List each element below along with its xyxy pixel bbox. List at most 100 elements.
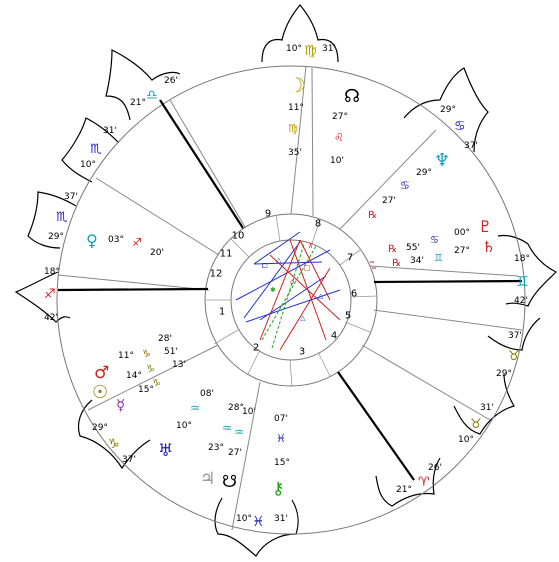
jupiter-deg: 23° <box>208 443 224 453</box>
cusp-5-sign: ♈ <box>418 475 430 490</box>
svg-text:△: △ <box>276 256 282 264</box>
cusp-1-sign: ♏ <box>56 210 68 225</box>
aspect-markers: ⧠ △ ☌ □ △ △ ✱ ⊼ <box>262 242 324 322</box>
sun-min: 51' <box>164 347 178 357</box>
cusp-12-deg: 10° <box>80 160 96 170</box>
petal-c9 <box>403 67 489 153</box>
saturn-retro-2: ℞ <box>392 258 401 269</box>
sun-icon: ☉ <box>92 382 108 403</box>
cusp-8-sign: ♊ <box>516 274 529 290</box>
house-ring-ticks <box>370 261 376 269</box>
angle-lines <box>57 99 523 481</box>
cusp-1-min: 37' <box>64 192 78 202</box>
chiron-deg: 07' <box>274 414 288 424</box>
cusp-5-deg: 21° <box>396 485 412 495</box>
aq-min: 10' <box>242 407 256 417</box>
petal-c1 <box>27 191 77 249</box>
aq-sign-1: ♒ <box>190 402 200 415</box>
house-7: 7 <box>347 253 353 264</box>
pluto-min: 27° <box>454 246 470 256</box>
neptune-retro: ℞ <box>368 210 377 221</box>
cusp-6-min: 31' <box>480 403 494 413</box>
inner-spokes <box>205 214 378 387</box>
saturn-min: 34' <box>410 256 424 266</box>
pisc-sign: ♓ <box>276 432 286 445</box>
cusp-10-min: 31' <box>322 44 336 54</box>
cusp-12-sign: ♏ <box>90 142 102 157</box>
north-node-icon: ☊ <box>344 86 360 107</box>
svg-text:△: △ <box>318 292 324 300</box>
planets: ☽ 11° ♍ 35' ☊ 27° ♌ 10' ♆ 29° ♋ 27' ℞ ♇ … <box>86 73 495 499</box>
cusp-4-min: 31' <box>274 514 288 524</box>
house-5: 5 <box>345 311 351 322</box>
cap-sign-2: ♑ <box>146 364 155 375</box>
house-6: 6 <box>351 289 357 300</box>
aq-deg: 28° <box>228 403 244 413</box>
inner-ring <box>230 239 352 361</box>
aq-sign-2: ♒ <box>222 422 232 435</box>
pluto-sign: ♋ <box>430 235 439 246</box>
cusp-2-deg: 18° <box>44 267 60 277</box>
petal-c10 <box>261 4 339 63</box>
house-11: 11 <box>220 249 233 260</box>
jupiter-icon: ♃ <box>200 469 215 489</box>
petal-c11 <box>105 49 181 121</box>
moon-sign: ♍ <box>288 122 298 135</box>
house-8: 8 <box>315 219 321 230</box>
petal-c5 <box>375 457 441 507</box>
mars-icon: ♂ <box>94 363 109 383</box>
mercury-min: 13' <box>172 360 186 370</box>
venus-sign: ♐ <box>132 236 142 249</box>
cusp-2-sign: ♐ <box>44 287 56 302</box>
cusp-labels: 10° ♍ 31' 26' 21° ♎ 31' ♏ 10° 37' ♏ 29° … <box>44 43 530 530</box>
petal-c4 <box>214 497 299 557</box>
cusp-7-sign: ♉ <box>508 349 520 364</box>
svg-text:□: □ <box>304 264 311 272</box>
north-node-sign: ♌ <box>334 131 344 144</box>
uranus-min: 08' <box>200 389 214 399</box>
cusp-12-min: 31' <box>103 126 117 136</box>
saturn-deg: 55' <box>406 243 420 253</box>
cusp-petals <box>14 4 558 557</box>
mercury-icon: ☿ <box>116 396 125 414</box>
chiron-icon: ⚷ <box>272 479 284 499</box>
petal-c2 <box>14 271 71 323</box>
cusp-8-min: 42' <box>514 296 528 306</box>
cusp-6-deg: 10° <box>458 435 474 445</box>
chiron-min: 15° <box>274 458 290 468</box>
south-node-icon: ☋ <box>222 472 237 492</box>
house-2: 2 <box>253 343 259 354</box>
cusp-5-min: 26' <box>428 463 442 473</box>
cusp-10-deg: 10° <box>286 44 302 54</box>
uranus-icon: ♅ <box>158 441 173 461</box>
mars-deg: 11° <box>118 351 134 361</box>
house-3: 3 <box>299 347 305 358</box>
cusp-6-sign: ♉ <box>470 417 482 432</box>
cusp-7-deg: 29° <box>496 369 512 379</box>
house-1: 1 <box>219 307 225 318</box>
cusp-7-min: 37' <box>508 331 522 341</box>
cusp-4-sign: ♓ <box>252 514 265 530</box>
cusp-3-min: 37' <box>122 455 136 465</box>
saturn-sign: ♊ <box>434 253 443 264</box>
uranus-deg: 10° <box>176 421 192 431</box>
petal-c7 <box>487 317 541 351</box>
jupiter-min: 27' <box>228 448 242 458</box>
pluto-deg: 00° <box>454 228 470 238</box>
pluto-icon: ♇ <box>478 217 492 236</box>
outer-ring <box>56 65 526 535</box>
sun-deg: 14° <box>126 371 142 381</box>
svg-text:△: △ <box>300 314 306 322</box>
petal-c12 <box>61 117 119 183</box>
neptune-sign: ♋ <box>400 179 410 192</box>
svg-text:⧠: ⧠ <box>262 262 268 270</box>
north-node-min: 10' <box>330 156 344 166</box>
cusp-4-deg: 10° <box>236 514 252 524</box>
north-node-deg: 27° <box>332 112 348 122</box>
cap-sign-3: ♑ <box>152 378 161 389</box>
svg-text:☌: ☌ <box>290 278 295 286</box>
cusp-11-min: 26' <box>164 76 178 86</box>
house-10: 10 <box>232 231 245 242</box>
venus-deg: 03° <box>108 235 124 245</box>
moon-icon: ☽ <box>288 73 306 97</box>
